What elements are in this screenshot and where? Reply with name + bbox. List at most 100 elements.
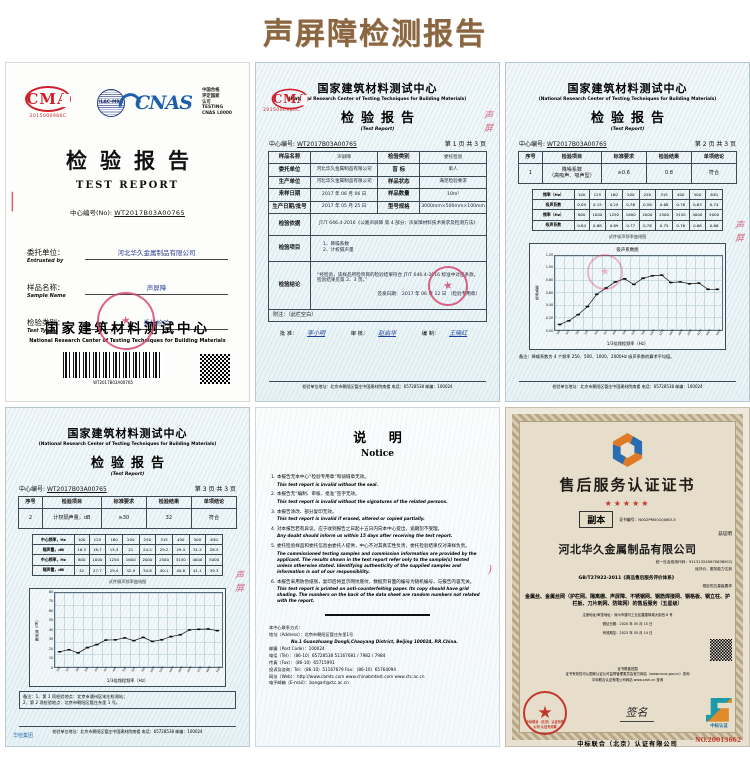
cell-value: 32.9 <box>121 564 140 576</box>
cell-standard: ≥30 <box>100 507 147 529</box>
doc-report-page1[interactable]: 国家建筑材料测试中心 (National Research Center of … <box>255 62 500 402</box>
frequency-caption: 试件吸声频率曲线图 <box>608 233 647 239</box>
doc-report-page2[interactable]: 国家建筑材料测试中心 (National Research Center of … <box>505 62 750 402</box>
cell-value: 0.66 <box>705 219 724 231</box>
table-row: 检验依据 JT/T 646.4-2016《公路声屏障 第 4 部分：声屏障材料技… <box>267 212 487 236</box>
accreditation-logos: CMA 2015000986C ILAC-MRA CNAS 中国合格 评定国家 认可… <box>11 68 244 119</box>
company-name: 河北华久金属制品有限公司 <box>558 543 697 556</box>
issuer-name-en: (National Research Center of Testing Tec… <box>538 97 717 102</box>
cell-value: 2500 <box>155 554 173 566</box>
grade-line: 规定的五星级要求 <box>702 583 733 588</box>
field-label-en: Entrusted by <box>27 258 64 265</box>
verify-line-1: 证书覆盖范围 <box>617 666 638 671</box>
report-title-en: (Test Report) <box>610 127 645 132</box>
cnas-logo: CNAS <box>135 91 193 114</box>
paper-bg <box>5 62 250 402</box>
cell-value: 29.4 <box>105 564 123 576</box>
cell-value: 39.3 <box>205 564 224 576</box>
cell-index: 2 <box>18 507 43 529</box>
cell-value: 4000 <box>688 209 707 221</box>
notice-list: 1. 本报告无本中心“检验专用章”和骑缝章无效。 This test report… <box>271 475 484 604</box>
report-footer: 检验单位地址：北京市朝阳区管庄中国建材院南楼 电话：65728538 邮编：10… <box>519 381 736 390</box>
chart-ylabel: 吸声系数 <box>534 285 539 300</box>
signature: 签名 <box>619 704 654 723</box>
y-tick: 1.20 <box>545 252 553 257</box>
center-no-value: WT2017B03A00765 <box>46 486 107 493</box>
contact-line: 电话（Tel）：（86-10）65728538 51167681 / 7982 … <box>269 652 386 658</box>
chart-yticks: 1.20 1.00 0.80 0.60 0.40 0.20 0.00 <box>540 252 554 333</box>
cell-value: 630 <box>205 533 224 546</box>
results-table: 序号 检验项目 标准要求 检验结果 单项结论 1 降噪系数 （高吸声、吸声型） … <box>518 151 738 184</box>
credit-code: 统一社会信用代码：9113132456706389CQ <box>655 559 732 564</box>
field-row: 样品名称： Sample Name 声屏障 <box>27 282 228 301</box>
column-header: 检验结果 <box>145 496 192 509</box>
table-header-row: 序号 检验项目 标准要求 检验结果 单项结论 <box>18 496 238 509</box>
cell-label: 样品状态 <box>377 175 421 190</box>
barcode <box>63 352 163 378</box>
notice-item-cn: 6. 本报告采用防伪纸张，复印后将显示网纹底纹，数据页背面的编号为随机编号，与报… <box>271 579 475 585</box>
cell-value: 630 <box>705 188 724 201</box>
notice-item: 5. 委托检验样品和委托信息由委托人提供，中心不对其真实性负责，委托检验结果仅对… <box>271 544 484 575</box>
table-row: 附注：（此栏空白） <box>268 308 487 322</box>
cell-value: 3150 <box>171 554 190 566</box>
paper-bg <box>255 407 500 747</box>
cell-value: 5000 <box>205 554 224 566</box>
doc-certificate[interactable]: 售后服务认证证书 ★★★★★ 副本 证书编号：N002PM0010J063-5 … <box>505 407 750 747</box>
cnas-text: 中国合格 评定国家 认可 TESTING CNAS L0000 <box>201 87 232 117</box>
cell-value: 5000 <box>705 209 724 221</box>
paper-bg <box>505 62 750 402</box>
row-label: 吸声系数 <box>531 219 575 231</box>
cell-result: 32 <box>145 507 192 529</box>
column-header: 单项结论 <box>190 496 238 509</box>
remark-2: 2、第 2 项检验地点：北京市朝阳区管庄东里 1 号。 <box>23 700 121 706</box>
doc-notice[interactable]: 说 明 Notice 1. 本报告无本中心“检验专用章”和骑缝章无效。 This … <box>255 407 500 747</box>
report-title-cn: 检验报告 <box>90 456 171 471</box>
cell-label: 样品数量 <box>377 188 421 202</box>
table-row: 中心频率，Hz 800 1000 1250 1600 2000 2500 3150 4000 50… <box>31 554 224 566</box>
divider <box>325 614 430 617</box>
table-row: 隔声量，dB 32 27.7 29.4 32.9 34.8 40.1 40.8 41.1 39.3 <box>31 564 224 576</box>
ilac-mra-icon: ILAC-MRA <box>97 88 126 117</box>
cell-standard: ≥0.6 <box>600 162 647 184</box>
doc-report-page3[interactable]: 国家建筑材料测试中心 (National Research Center of … <box>5 407 250 747</box>
row-label: 吸声系数 <box>531 199 575 211</box>
notice-item-cn: 2. 本报告无“编制、审核、批准”签字无效。 <box>271 492 360 498</box>
cell-value: 2000 <box>638 209 657 221</box>
notice-item-cn: 3. 本报告涂改、部分复印无效。 <box>271 509 337 515</box>
y-tick: 0.80 <box>545 278 553 283</box>
cell-value: 400 <box>171 533 190 546</box>
cell-value: 0.66 <box>688 219 707 231</box>
cell-value: 400 <box>671 188 690 201</box>
cell-value: 24.2 <box>138 544 157 556</box>
cover-title-cn: 检验报告 <box>66 148 202 173</box>
cell-value: 28.5 <box>205 544 224 556</box>
cell-value: 0.25 <box>605 199 623 211</box>
cell-value: 2500 <box>655 209 673 221</box>
cell-value: 3000mm×500mm×100mm <box>419 200 487 214</box>
report-meta: 中心编号: WT2017B03A00765 第 2 页 共 3 页 <box>511 132 744 151</box>
eval-label: 经评价，服务能力达到 <box>695 567 732 571</box>
row-label: 隔声量，dB <box>31 544 75 556</box>
cell-value: 3150 <box>671 209 690 221</box>
star-rating-icon: ★★★★★ <box>604 499 651 508</box>
table-row: 来样日期 2017 年 06 月 06 日 样品数量 10m² <box>267 188 487 202</box>
cell-value: 40.8 <box>171 564 190 576</box>
column-header: 检验项目 <box>41 496 102 509</box>
prepare-label: 编 制： <box>421 330 440 337</box>
cell-label: 生产单位 <box>267 175 312 190</box>
cell-value: 0.78 <box>638 219 657 231</box>
cell-value: 0.75 <box>655 219 673 231</box>
handwriting-mark: 声屏 <box>734 221 744 244</box>
cnas-mark-text: 中标认证 <box>710 723 728 729</box>
page-number: 第 3 页 共 3 页 <box>194 486 236 493</box>
y-tick: 0.60 <box>545 290 553 295</box>
center-no-label: 中心编号: <box>269 141 296 148</box>
qr-code <box>710 638 732 661</box>
expire-date: 有效期至：2023 年 05 月 14 日 <box>602 630 653 635</box>
notice-item: 2. 本报告无“编制、审核、批准”签字无效。 This test report i… <box>271 492 484 505</box>
doc-cover[interactable]: CMA 2015000986C ILAC-MRA CNAS 中国合格 评定国家 认可… <box>5 62 250 402</box>
page-number: 第 2 页 共 3 页 <box>694 141 736 148</box>
cell-value: 125 <box>88 533 107 546</box>
issuer-name-en: (National Research Center of Testing Tec… <box>288 97 467 102</box>
remark-1: 备注：1、第 1 项检验地点：北京市通州区宋庄检测站； <box>23 693 128 699</box>
